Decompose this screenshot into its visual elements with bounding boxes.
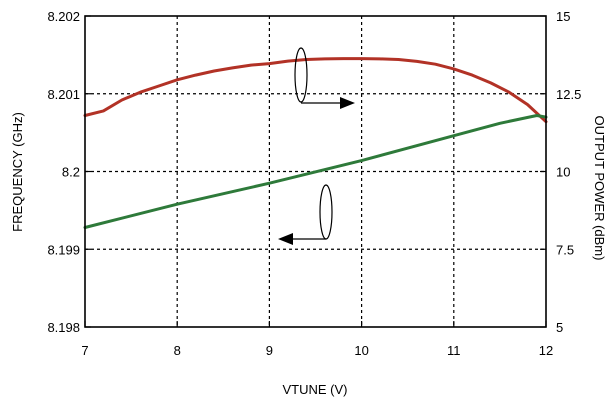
y-left-tick-label: 8.199 bbox=[47, 242, 80, 257]
x-tick-label: 11 bbox=[447, 343, 461, 358]
y-right-tick-label: 12.5 bbox=[556, 87, 581, 102]
ellipse-marker-icon bbox=[319, 184, 333, 240]
y-right-tick-label: 7.5 bbox=[556, 242, 574, 257]
frequency-line bbox=[83, 114, 548, 229]
y-left-tick-label: 8.198 bbox=[47, 320, 80, 335]
y-axis-left-label: FREQUENCY (GHz) bbox=[10, 112, 25, 232]
x-tick-label: 8 bbox=[174, 343, 181, 358]
y-left-tick-label: 8.202 bbox=[47, 9, 80, 24]
y-right-tick-label: 5 bbox=[556, 320, 563, 335]
x-tick-label: 10 bbox=[354, 343, 368, 358]
y-right-tick-label: 10 bbox=[556, 165, 570, 180]
x-tick-label: 9 bbox=[266, 343, 273, 358]
x-tick-label: 7 bbox=[81, 343, 88, 358]
output-power-line bbox=[83, 57, 548, 124]
y-right-tick-label: 15 bbox=[556, 9, 570, 24]
y-axis-right-label: OUTPUT POWER (dBm) bbox=[592, 116, 607, 261]
y-left-tick-label: 8.201 bbox=[47, 87, 80, 102]
x-axis-label: VTUNE (V) bbox=[283, 382, 348, 397]
annotations bbox=[278, 47, 355, 245]
left-arrowhead bbox=[278, 233, 293, 245]
y-left-tick-label: 8.2 bbox=[62, 165, 80, 180]
data-curves bbox=[83, 57, 548, 229]
ellipse-marker-icon bbox=[294, 47, 308, 103]
right-arrowhead bbox=[340, 97, 355, 109]
axis-ticks: 7 8 9 10 11 12 8.198 8.199 8.2 8.201 8.202 5 7.5 10 12… bbox=[47, 9, 581, 358]
x-tick-label: 12 bbox=[539, 343, 553, 358]
